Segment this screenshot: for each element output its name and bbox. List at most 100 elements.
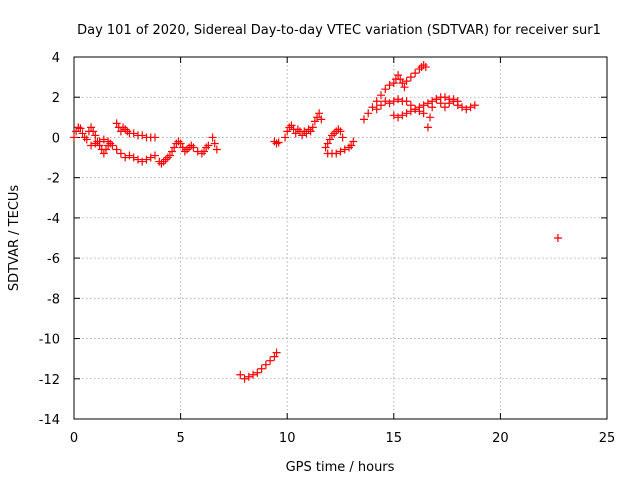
data-point xyxy=(204,141,213,150)
data-point xyxy=(123,127,132,136)
data-point xyxy=(332,149,341,158)
data-point xyxy=(202,143,211,152)
data-point xyxy=(423,99,432,108)
data-point xyxy=(334,125,343,134)
data-point xyxy=(101,145,110,154)
data-series xyxy=(70,61,562,383)
data-point xyxy=(291,129,300,138)
data-point xyxy=(112,119,121,128)
data-point xyxy=(189,143,198,152)
data-point xyxy=(87,123,96,132)
data-point xyxy=(462,105,471,114)
data-point xyxy=(394,113,403,122)
y-tick-label: -14 xyxy=(39,413,60,428)
data-point xyxy=(91,139,100,148)
data-point xyxy=(347,141,356,150)
data-point xyxy=(396,75,405,84)
data-point xyxy=(182,145,191,154)
data-point xyxy=(70,133,78,142)
data-point xyxy=(281,133,290,142)
data-point xyxy=(313,113,322,122)
data-point xyxy=(411,69,420,78)
data-point xyxy=(161,155,170,164)
data-point xyxy=(364,109,373,118)
data-point xyxy=(338,133,347,142)
data-point xyxy=(411,105,420,114)
data-point xyxy=(163,153,172,162)
data-point xyxy=(197,149,206,158)
data-point xyxy=(323,139,332,148)
data-point xyxy=(470,101,479,110)
data-point xyxy=(253,368,262,377)
x-tick-label: 25 xyxy=(599,431,616,446)
data-point xyxy=(372,97,381,106)
data-point xyxy=(208,133,217,142)
data-point xyxy=(306,127,315,136)
data-point xyxy=(112,145,121,154)
data-point xyxy=(421,63,430,72)
data-point xyxy=(345,143,354,152)
data-point xyxy=(377,101,386,110)
y-tick-label: -8 xyxy=(47,292,60,307)
data-point xyxy=(406,107,415,116)
data-point xyxy=(315,109,324,118)
data-point xyxy=(272,348,281,357)
data-point xyxy=(187,141,196,150)
chart-title: Day 101 of 2020, Sidereal Day-to-day VTE… xyxy=(77,23,601,38)
data-point xyxy=(174,137,183,146)
data-point xyxy=(428,103,437,112)
data-point xyxy=(274,138,283,147)
data-point xyxy=(385,99,394,108)
data-point xyxy=(270,352,279,361)
data-point xyxy=(95,137,104,146)
data-point xyxy=(106,139,115,148)
data-point xyxy=(445,99,454,108)
data-point xyxy=(157,159,166,168)
data-point xyxy=(432,95,441,104)
data-point xyxy=(80,133,89,142)
data-point xyxy=(553,234,562,242)
x-tick-label: 15 xyxy=(386,431,403,446)
data-point xyxy=(398,111,407,120)
data-point xyxy=(91,131,100,140)
y-tick-label: 4 xyxy=(52,51,60,66)
data-point xyxy=(321,143,330,152)
data-point xyxy=(121,153,130,162)
data-point xyxy=(440,93,449,102)
data-point xyxy=(466,103,475,112)
data-point xyxy=(168,147,177,156)
data-point xyxy=(240,374,249,383)
data-point xyxy=(76,124,85,133)
data-point xyxy=(151,151,160,160)
data-point xyxy=(349,137,358,146)
data-point xyxy=(272,139,281,148)
data-point xyxy=(308,123,317,132)
data-point xyxy=(402,109,411,118)
data-point xyxy=(298,131,307,140)
plot-frame xyxy=(73,56,608,420)
y-tick-label: -6 xyxy=(47,252,60,267)
data-point xyxy=(104,137,113,146)
data-point xyxy=(327,131,336,140)
data-point xyxy=(142,155,151,164)
y-tick-label: -2 xyxy=(47,172,60,187)
data-point xyxy=(423,123,432,132)
data-point xyxy=(287,121,296,130)
x-tick-label: 20 xyxy=(492,431,509,446)
data-point xyxy=(419,109,428,118)
data-point xyxy=(336,147,345,156)
data-point xyxy=(406,73,415,82)
data-point xyxy=(325,135,334,144)
data-point xyxy=(394,71,403,80)
data-point xyxy=(381,85,390,94)
data-point xyxy=(129,129,138,138)
data-point xyxy=(304,125,313,134)
data-point xyxy=(293,125,302,134)
data-point xyxy=(426,113,435,122)
data-point xyxy=(389,97,398,106)
data-point xyxy=(440,103,449,112)
x-axis-label: GPS time / hours xyxy=(286,460,395,475)
data-point xyxy=(125,151,134,160)
